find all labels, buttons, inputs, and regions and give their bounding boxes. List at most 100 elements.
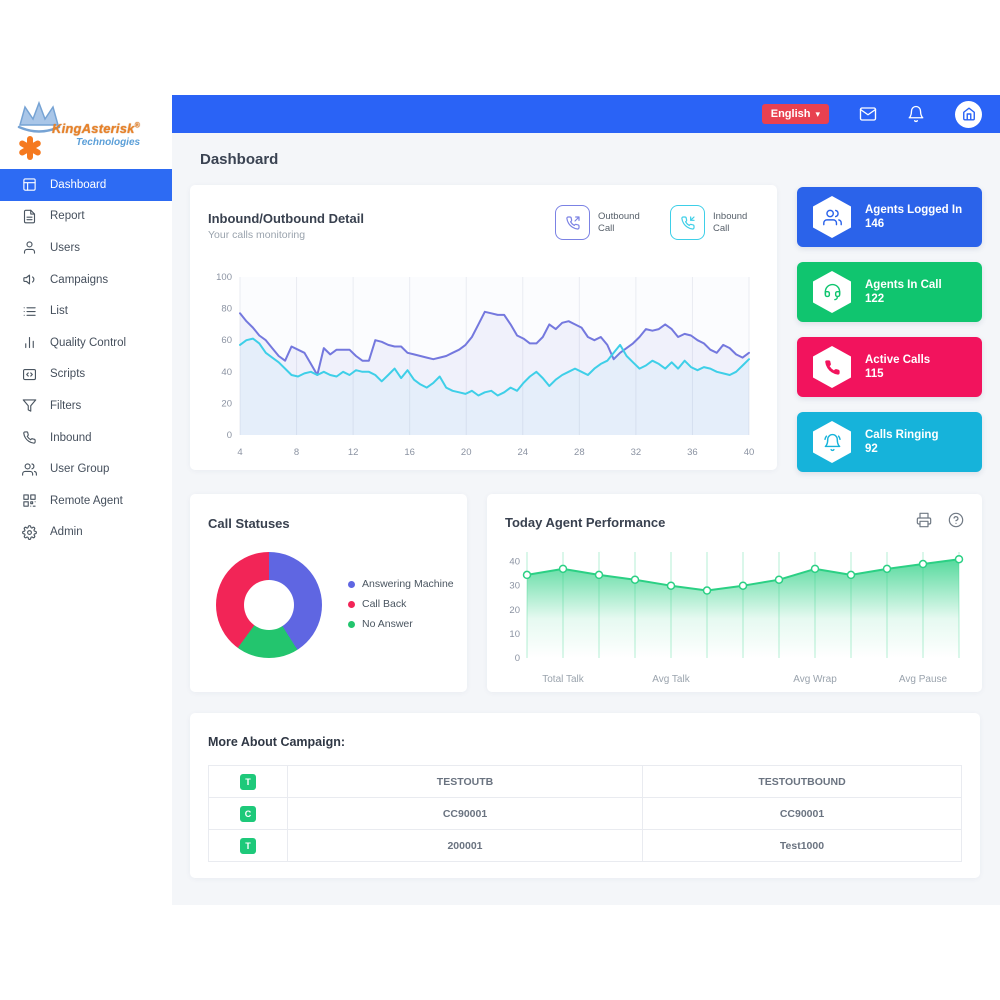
legend-inbound: Inbound Call: [670, 205, 761, 240]
megaphone-icon: [22, 272, 37, 287]
sidebar-item-list[interactable]: List: [0, 295, 172, 327]
mail-icon[interactable]: [859, 105, 877, 123]
stat-label: Active Calls: [865, 354, 931, 366]
card-title: Today Agent Performance: [505, 515, 666, 530]
svg-text:8: 8: [294, 447, 299, 458]
sidebar-item-users[interactable]: Users: [0, 232, 172, 264]
svg-text:20: 20: [461, 447, 472, 458]
stat-value: 92: [865, 443, 878, 455]
users-icon: [22, 462, 37, 477]
svg-text:10: 10: [509, 629, 520, 640]
sidebar-item-label: Users: [50, 241, 81, 254]
sidebar-item-label: List: [50, 305, 68, 318]
sidebar-item-label: User Group: [50, 463, 110, 476]
card-title: Inbound/Outbound Detail: [208, 211, 364, 226]
phone-solid-icon: [823, 358, 842, 377]
svg-text:60: 60: [221, 335, 232, 346]
gear-icon: [22, 524, 37, 540]
agent-performance-chart: 0 10 20 30 40 Total Talk Avg Talk Avg Wrap Avg P…: [499, 544, 969, 691]
svg-text:32: 32: [631, 447, 642, 458]
bell-ring-icon: [823, 433, 842, 452]
stat-card-agents-in-call[interactable]: Agents In Call 122: [797, 262, 982, 322]
sidebar-item-user-group[interactable]: User Group: [0, 453, 172, 485]
campaign-badge: C: [240, 805, 256, 822]
hexagon-badge: [813, 271, 851, 313]
print-icon[interactable]: [916, 512, 932, 528]
sidebar-item-label: Remote Agent: [50, 494, 123, 507]
sidebar-item-dashboard[interactable]: Dashboard: [0, 169, 172, 201]
user-icon: [22, 240, 37, 255]
legend-dot: [348, 580, 355, 588]
stat-card-active-calls[interactable]: Active Calls 115: [797, 337, 982, 397]
chart-legend: Outbound Call Inbound Call: [555, 205, 761, 240]
campaign-card: More About Campaign: T TESTOUTB TESTOUTBOU…: [190, 713, 980, 878]
table-row: T 200001 Test1000: [208, 829, 962, 862]
stat-card-agents-logged-in[interactable]: Agents Logged In 146: [797, 187, 982, 247]
agent-headset-icon: [823, 283, 842, 302]
sidebar-item-inbound[interactable]: Inbound: [0, 422, 172, 454]
svg-text:36: 36: [687, 447, 698, 458]
svg-text:20: 20: [221, 398, 232, 409]
svg-text:12: 12: [348, 447, 359, 458]
legend-label: Inbound Call: [713, 210, 748, 234]
campaign-name-cell: TESTOUTB: [287, 765, 643, 798]
table-row: C CC90001 CC90001: [208, 797, 962, 830]
campaign-badge-cell: T: [208, 765, 288, 798]
legend-label: Answering Machine: [362, 578, 454, 590]
language-label: English: [770, 108, 811, 120]
svg-text:Avg Pause: Avg Pause: [899, 674, 948, 685]
language-selector[interactable]: English ▾: [761, 104, 829, 124]
donut-hole: [244, 580, 294, 630]
sidebar-menu: Dashboard Report Users Campaigns List Quality…: [0, 169, 172, 548]
sidebar-item-filters[interactable]: Filters: [0, 390, 172, 422]
sidebar: KingAsterisk® Technologies Dashboard Repo…: [0, 95, 172, 905]
legend-label: No Answer: [362, 618, 413, 630]
area-chart-svg: 0 10 20 30 40 Total Talk Avg Talk Avg Wrap Avg P…: [509, 552, 964, 685]
legend-label: Call Back: [362, 598, 407, 610]
svg-text:40: 40: [744, 447, 755, 458]
home-button[interactable]: [955, 100, 982, 128]
campaign-badge: T: [240, 773, 256, 790]
legend-item: Answering Machine: [348, 578, 454, 590]
svg-text:Avg Wrap: Avg Wrap: [793, 674, 837, 685]
crown-asterisk-logo-icon: [17, 100, 61, 160]
report-icon: [22, 209, 37, 224]
agent-performance-card: Today Agent Performance 0 10 20 30 40 Total T…: [487, 494, 982, 692]
bell-icon[interactable]: [907, 105, 925, 123]
main-content: Dashboard Inbound/Outbound Detail Your c…: [172, 133, 1000, 905]
sidebar-item-quality-control[interactable]: Quality Control: [0, 327, 172, 359]
sidebar-item-admin[interactable]: Admin: [0, 517, 172, 549]
sidebar-item-campaigns[interactable]: Campaigns: [0, 264, 172, 296]
page-title: Dashboard: [200, 151, 279, 168]
help-icon[interactable]: [948, 512, 964, 528]
phone-icon: [22, 430, 37, 445]
call-statuses-card: Call Statuses Answering Machine Call Back…: [190, 494, 467, 692]
stat-text: Calls Ringing 92: [865, 429, 938, 455]
topbar-controls: English ▾: [761, 100, 982, 128]
qr-icon: [22, 493, 37, 508]
phone-outgoing-icon: [555, 205, 590, 240]
stat-label: Calls Ringing: [865, 429, 939, 441]
sidebar-item-scripts[interactable]: Scripts: [0, 359, 172, 391]
brand-name: KingAsterisk®: [52, 121, 140, 136]
svg-text:40: 40: [221, 367, 232, 378]
inbound-outbound-card: Inbound/Outbound Detail Your calls monit…: [190, 185, 777, 470]
campaign-name-cell: CC90001: [287, 797, 643, 830]
card-title: Call Statuses: [208, 516, 290, 531]
home-icon: [962, 107, 975, 121]
inbound-outbound-chart: 4 8 12 16 20 24 28 32 36 40 0 20 40 60 80 100: [204, 269, 761, 466]
sidebar-item-label: Scripts: [50, 368, 86, 381]
svg-text:80: 80: [221, 304, 232, 315]
list-icon: [22, 304, 37, 319]
table-row: T TESTOUTB TESTOUTBOUND: [208, 765, 962, 798]
stat-value: 122: [865, 293, 885, 305]
sidebar-item-remote-agent[interactable]: Remote Agent: [0, 485, 172, 517]
sidebar-item-label: Admin: [50, 526, 83, 539]
campaign-table: T TESTOUTB TESTOUTBOUND C CC90001 CC90001 T 200…: [208, 765, 962, 862]
sidebar-item-label: Inbound: [50, 431, 92, 444]
campaign-value-cell: TESTOUTBOUND: [642, 765, 962, 798]
legend-item: No Answer: [348, 618, 454, 630]
campaign-value-cell: CC90001: [642, 797, 962, 830]
sidebar-item-report[interactable]: Report: [0, 201, 172, 233]
stat-card-calls-ringing[interactable]: Calls Ringing 92: [797, 412, 982, 472]
